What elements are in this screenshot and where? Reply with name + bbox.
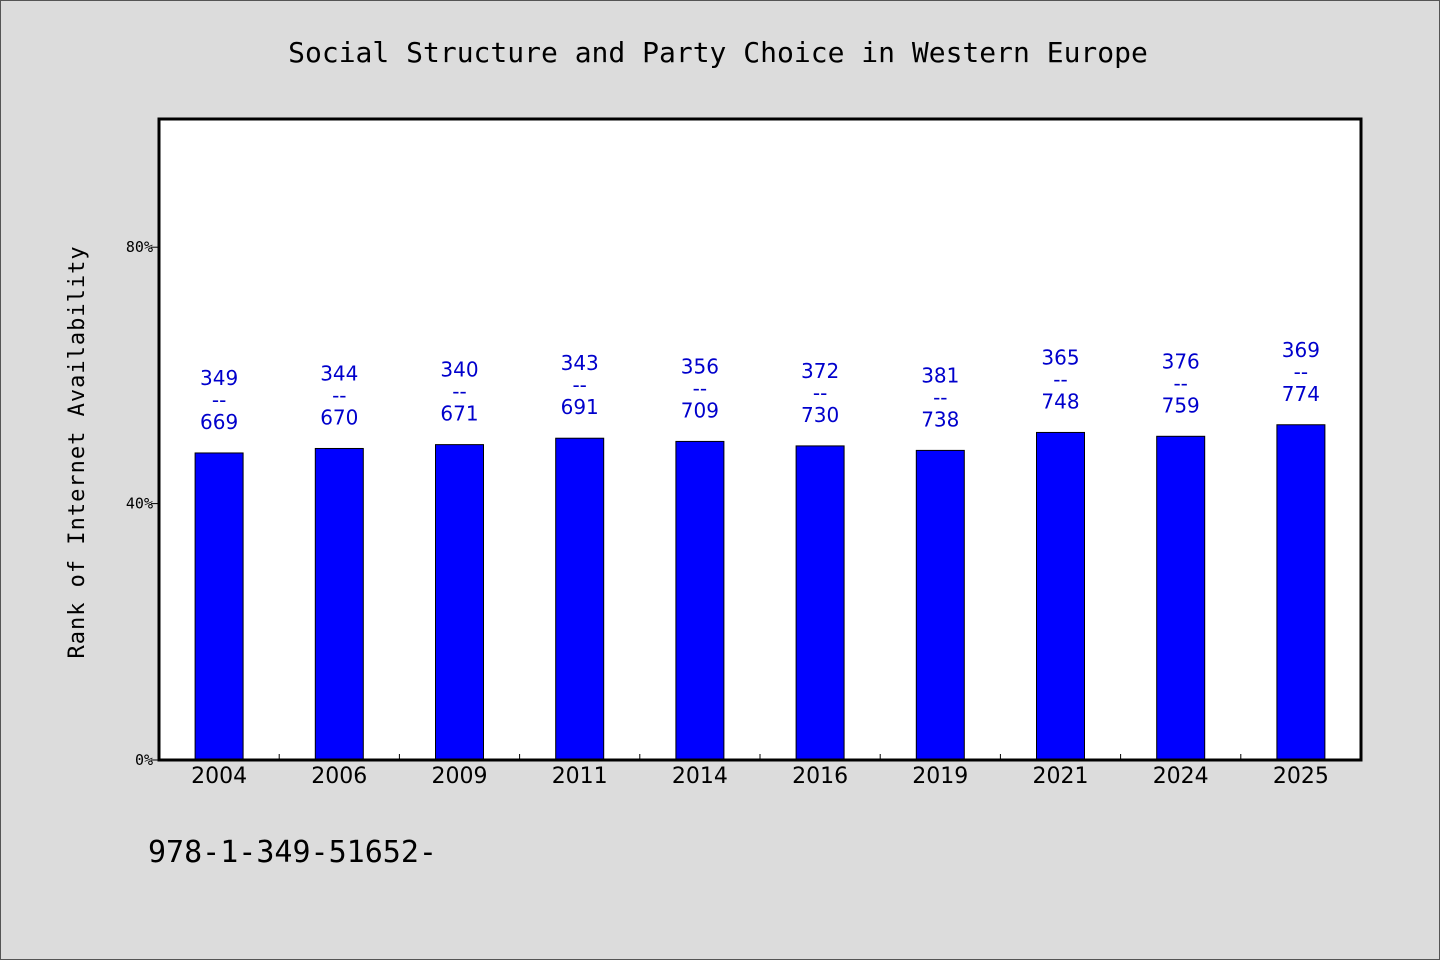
data-label-bottom-2006: 670 <box>320 405 358 429</box>
x-tick-label-2004: 2004 <box>191 764 247 789</box>
x-tick-label-2006: 2006 <box>311 764 367 789</box>
data-label-separator-2004: -- <box>212 388 226 412</box>
data-label-top-2019: 381 <box>921 363 959 387</box>
axes-layer: 2004 2006 2009 2011 2014 2016 2019 2021 2024 2025… <box>126 238 1329 789</box>
data-label-separator-2006: -- <box>332 383 346 407</box>
plot-border <box>157 117 1363 762</box>
bar-2016 <box>795 445 845 761</box>
x-tick-label-2019: 2019 <box>912 764 968 789</box>
bar-2014 <box>675 440 725 761</box>
data-label-separator-2014: -- <box>693 376 707 400</box>
data-label-bottom-2024: 759 <box>1162 393 1200 417</box>
data-label-separator-2021: -- <box>1053 367 1067 391</box>
data-label-bottom-2021: 748 <box>1041 389 1079 413</box>
bar-2024 <box>1156 435 1206 761</box>
data-label-separator-2025: -- <box>1294 360 1308 384</box>
data-label-top-2004: 349 <box>200 366 238 390</box>
data-label-separator-2009: -- <box>452 380 466 404</box>
bar-2006 <box>314 447 364 761</box>
x-tick-label-2025: 2025 <box>1273 764 1329 789</box>
data-label-separator-2019: -- <box>933 385 947 409</box>
bar-2021 <box>1036 431 1085 761</box>
data-label-bottom-2019: 738 <box>921 407 959 431</box>
x-tick-label-2016: 2016 <box>792 764 848 789</box>
y-axis-label: Rank of Internet Availability <box>65 245 90 658</box>
x-tick-label-2011: 2011 <box>552 764 608 789</box>
data-label-top-2011: 343 <box>561 351 599 375</box>
footer-isbn-text: 978-1-349-51652- <box>148 835 437 870</box>
x-tick-label-2009: 2009 <box>432 764 488 789</box>
chart-title: Social Structure and Party Choice in Wes… <box>288 36 1148 69</box>
data-label-top-2014: 356 <box>681 354 719 378</box>
bar-2009 <box>435 444 484 761</box>
data-label-separator-2011: -- <box>572 373 586 397</box>
data-label-top-2025: 369 <box>1282 338 1320 362</box>
bars-layer <box>194 424 1326 761</box>
data-label-bottom-2025: 774 <box>1282 382 1320 406</box>
data-label-bottom-2009: 671 <box>440 402 478 426</box>
data-label-top-2024: 376 <box>1162 349 1200 373</box>
bar-2011 <box>555 437 605 761</box>
data-label-bottom-2014: 709 <box>681 398 719 422</box>
x-tick-label-2021: 2021 <box>1033 764 1089 789</box>
data-label-bottom-2004: 669 <box>200 410 238 434</box>
y-tick-label-0: 0% <box>135 751 153 769</box>
data-label-bottom-2016: 730 <box>801 403 839 427</box>
y-tick-label-40: 40% <box>126 495 153 513</box>
bar-2025 <box>1276 424 1326 761</box>
bar-2019 <box>915 449 965 761</box>
y-tick-label-80: 80% <box>126 238 153 256</box>
data-label-bottom-2011: 691 <box>561 395 599 419</box>
bar-2004 <box>194 452 244 761</box>
data-label-top-2021: 365 <box>1041 345 1079 369</box>
x-tick-label-2014: 2014 <box>672 764 728 789</box>
data-label-separator-2016: -- <box>813 381 827 405</box>
data-label-separator-2024: -- <box>1173 371 1187 395</box>
x-tick-label-2024: 2024 <box>1153 764 1209 789</box>
data-label-top-2016: 372 <box>801 359 839 383</box>
data-label-top-2009: 340 <box>440 358 478 382</box>
data-labels-layer: 349--669344--670340--671343--691356--709… <box>200 338 1320 434</box>
data-label-top-2006: 344 <box>320 361 358 385</box>
